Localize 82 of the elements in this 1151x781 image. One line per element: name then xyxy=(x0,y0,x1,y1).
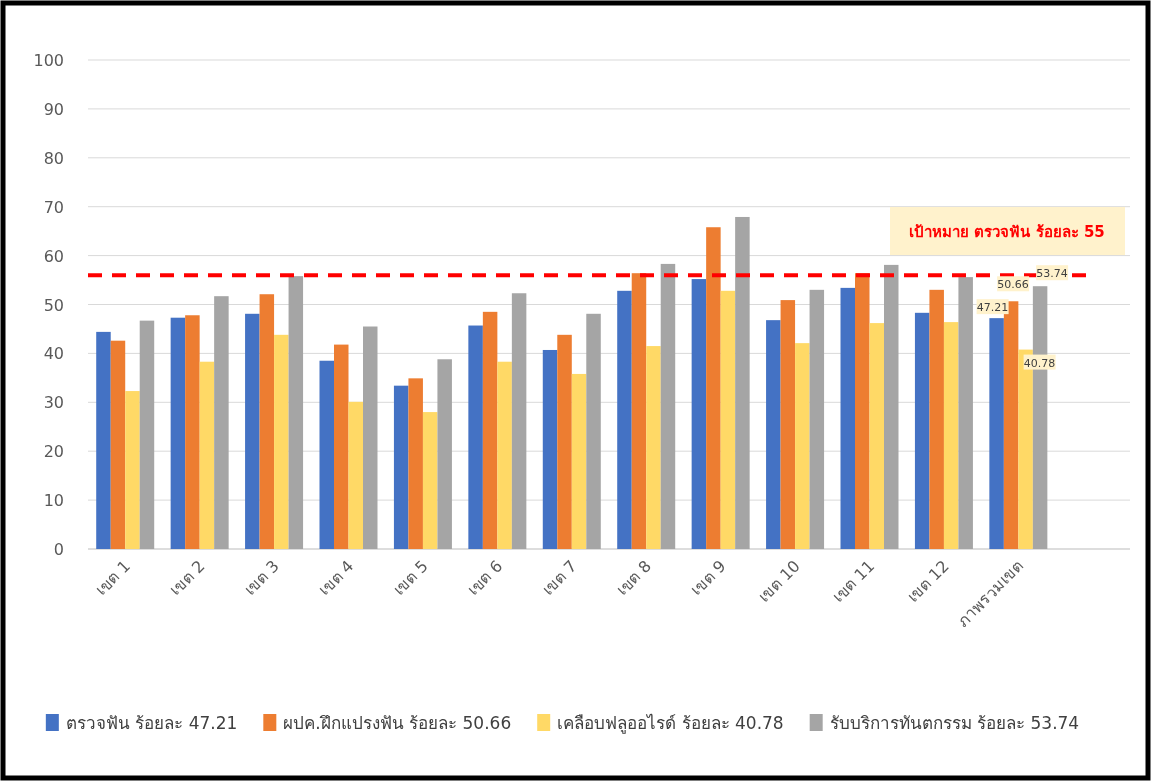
x-tick-label: เขต 4 xyxy=(314,556,358,600)
bar xyxy=(185,315,200,549)
bar xyxy=(809,289,825,549)
bar xyxy=(571,373,587,549)
bar xyxy=(542,349,558,549)
bar xyxy=(110,340,126,549)
bar xyxy=(497,361,512,549)
bar xyxy=(348,401,363,549)
bar xyxy=(855,273,870,549)
bar xyxy=(735,216,750,549)
y-tick-label: 50 xyxy=(43,295,64,315)
x-tick-label: เขต 1 xyxy=(91,556,135,600)
bar xyxy=(914,312,930,549)
y-tick-label: 60 xyxy=(43,246,64,266)
y-tick-label: 100 xyxy=(33,51,64,70)
bar xyxy=(437,359,452,549)
bar xyxy=(259,294,275,549)
x-tick-label: เขต 6 xyxy=(463,556,507,600)
bar xyxy=(795,343,810,549)
legend-label: เคลือบฟลูออไรด์ ร้อยละ 40.78 xyxy=(557,713,784,734)
bar xyxy=(943,322,959,549)
bar xyxy=(706,227,721,549)
bar xyxy=(482,311,498,549)
bar xyxy=(586,313,601,549)
bar xyxy=(170,317,186,549)
bar xyxy=(199,361,215,549)
bar xyxy=(780,300,796,549)
legend-label: ตรวจฟัน ร้อยละ 47.21 xyxy=(65,713,238,733)
x-tick-label: เขต 9 xyxy=(686,556,730,600)
bar xyxy=(393,385,409,549)
x-tick-label: เขต 7 xyxy=(538,556,581,600)
data-label: 47.21 xyxy=(976,301,1009,315)
x-tick-label: เขต 3 xyxy=(240,556,283,600)
x-tick-label: เขต 11 xyxy=(828,556,879,607)
bar xyxy=(334,344,349,549)
bar xyxy=(929,289,944,549)
y-tick-label: 20 xyxy=(43,442,64,462)
bar xyxy=(245,313,260,549)
x-tick-label: เขต 8 xyxy=(612,556,656,600)
bar xyxy=(363,326,378,549)
bar xyxy=(766,320,781,549)
bar xyxy=(408,378,423,549)
bar xyxy=(468,325,483,549)
x-tick-label: เขต 10 xyxy=(754,556,804,607)
x-tick-label: เขต 2 xyxy=(165,556,209,600)
ref-label: เป้าหมาย ตรวจฟัน ร้อยละ 55 xyxy=(890,207,1125,255)
ref-line-label: เป้าหมาย ตรวจฟัน ร้อยละ 55 xyxy=(909,223,1105,241)
bar xyxy=(96,331,111,549)
bar xyxy=(125,391,140,549)
bar xyxy=(691,279,707,549)
bar xyxy=(958,277,973,549)
y-tick-label: 40 xyxy=(43,344,64,364)
bar xyxy=(660,263,676,549)
bar xyxy=(646,346,661,549)
bar xyxy=(989,318,1004,549)
data-label: 53.74 xyxy=(1036,267,1068,281)
bar xyxy=(422,412,438,549)
legend-label: ผปค.ฝึกแปรงฟัน ร้อยละ 50.66 xyxy=(283,713,512,733)
y-tick-label: 10 xyxy=(43,491,64,511)
bar xyxy=(557,334,572,549)
bar xyxy=(274,334,289,549)
x-tick-label: เขต 12 xyxy=(902,556,953,607)
bar xyxy=(631,273,647,549)
bar xyxy=(511,293,527,549)
bar xyxy=(214,296,229,549)
bar xyxy=(617,290,632,549)
data-label: 50.66 xyxy=(997,278,1029,292)
y-tick-label: 30 xyxy=(43,393,64,413)
data-label: 40.78 xyxy=(1023,356,1056,370)
bar xyxy=(288,276,304,549)
x-tick-label: เขต 5 xyxy=(389,556,432,600)
bar xyxy=(139,320,155,549)
bar xyxy=(720,290,736,549)
bar xyxy=(884,264,899,549)
bar xyxy=(319,360,334,549)
bar xyxy=(869,323,884,549)
bar xyxy=(840,287,855,549)
y-tick-label: 90 xyxy=(43,99,64,119)
y-tick-label: 0 xyxy=(53,540,64,559)
y-tick-label: 80 xyxy=(43,148,64,168)
legend-label: รับบริการทันตกรรม ร้อยละ 53.74 xyxy=(829,713,1080,733)
y-tick-label: 70 xyxy=(43,197,64,217)
